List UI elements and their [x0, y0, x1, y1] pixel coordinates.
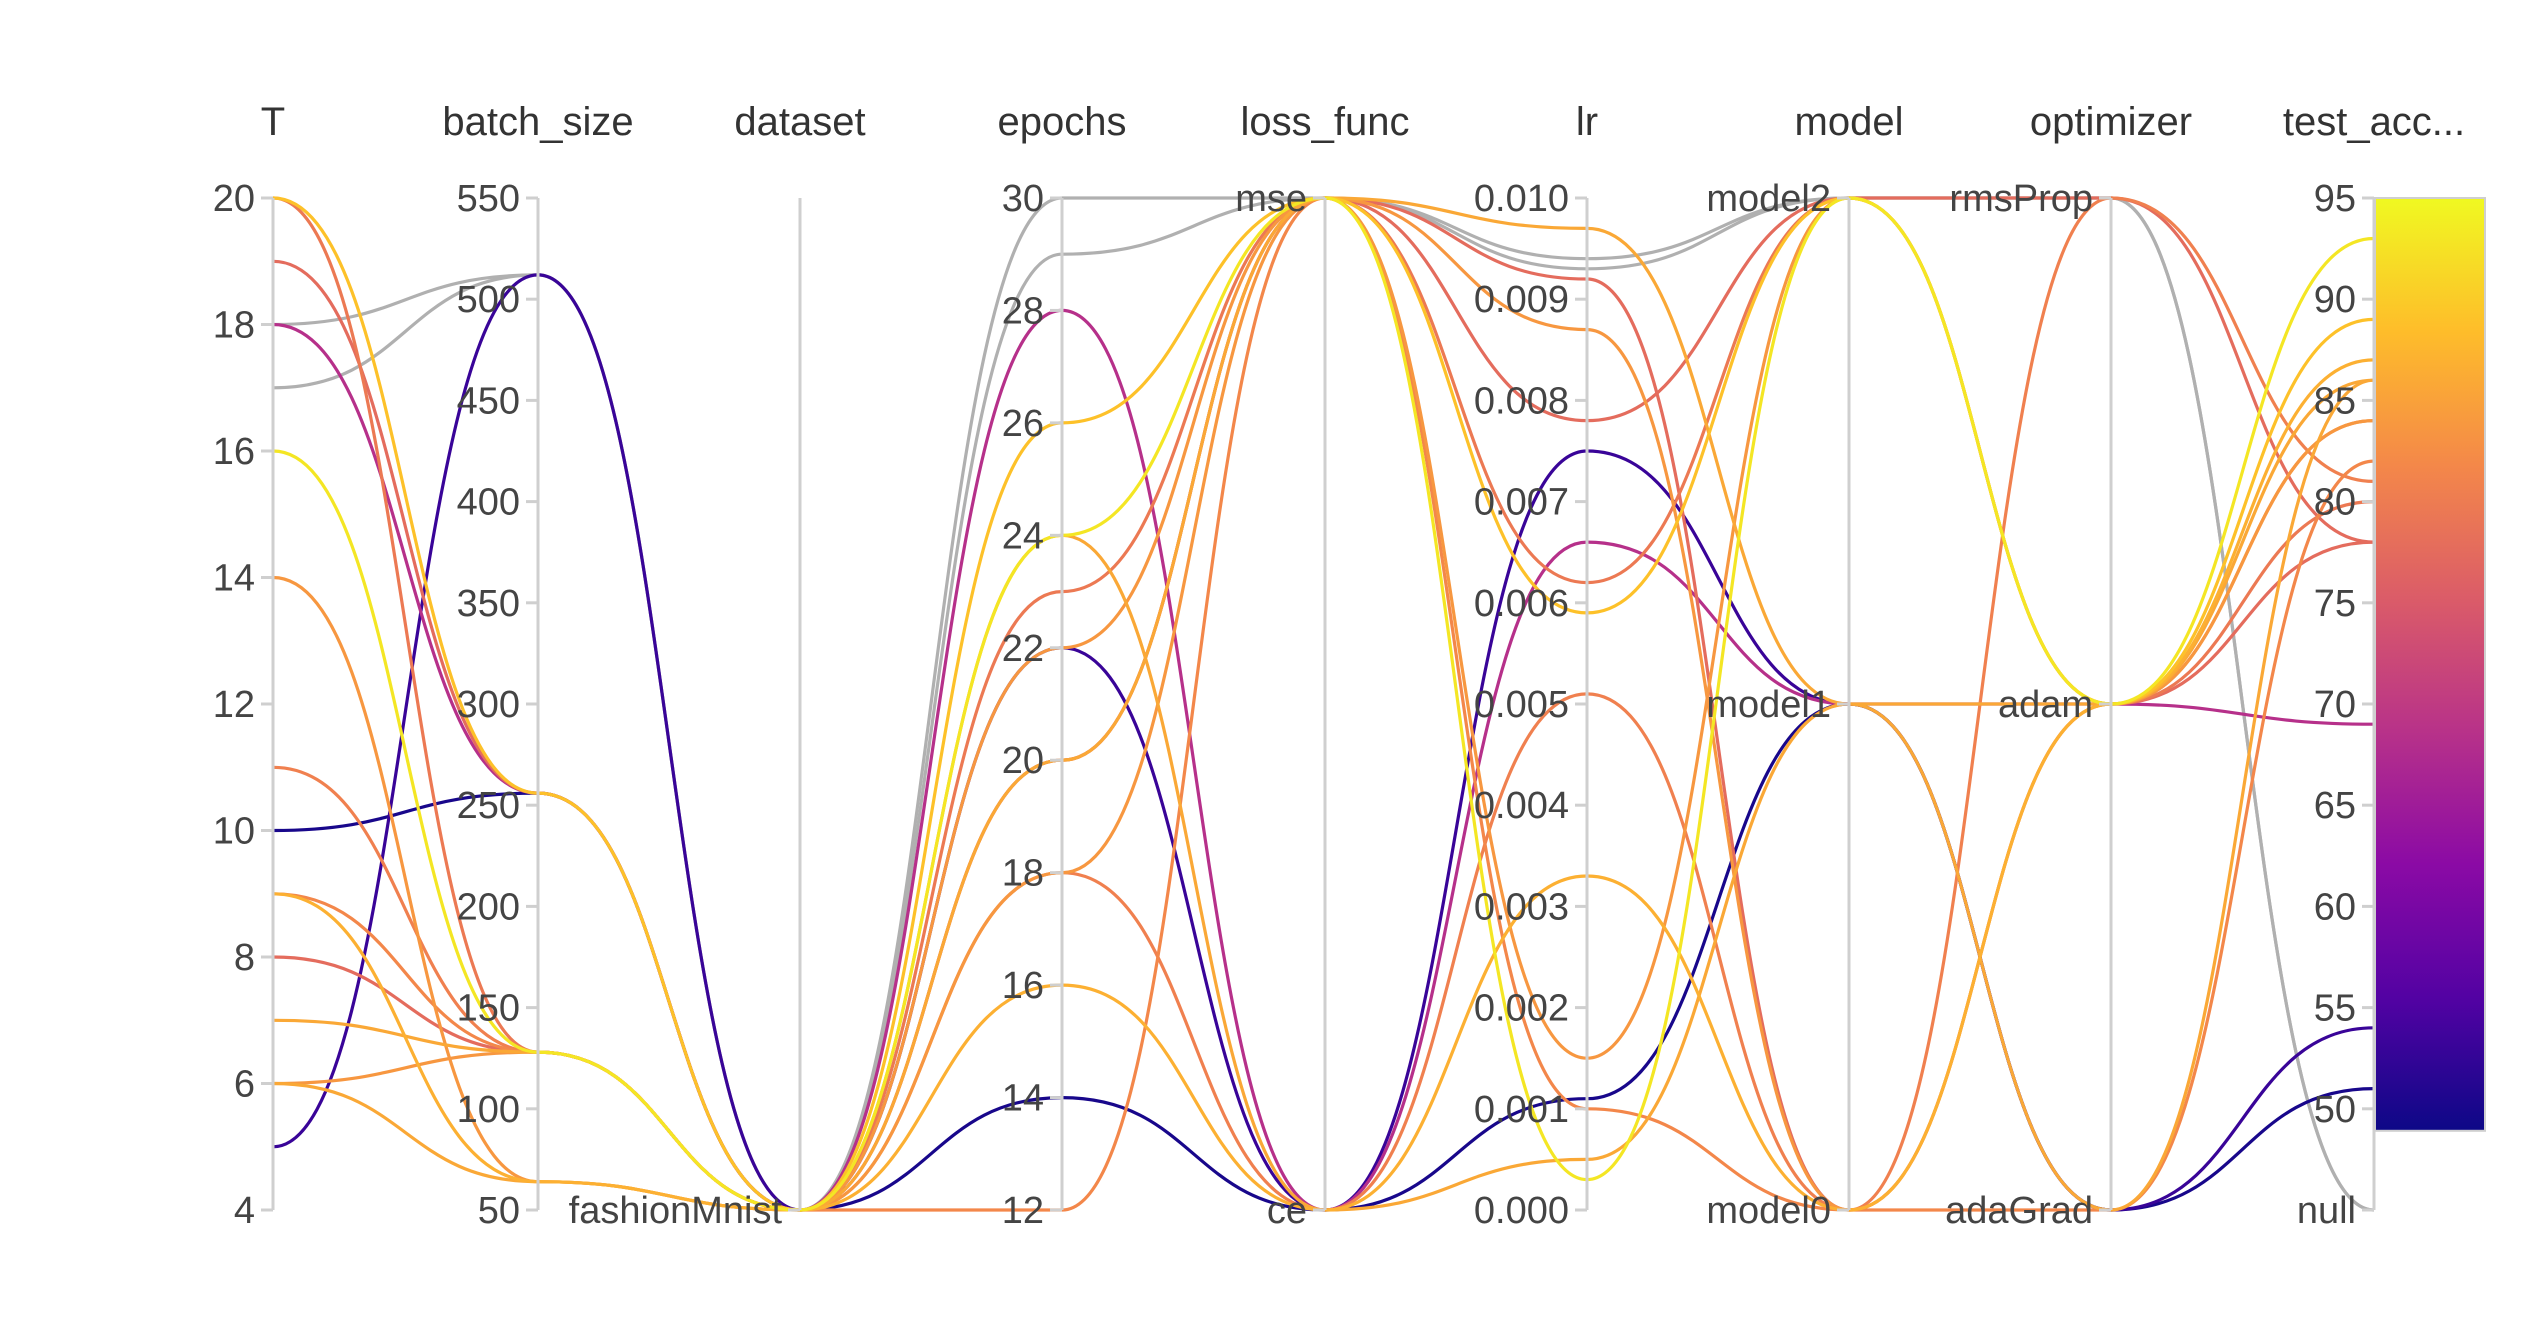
tick-label: 100: [457, 1089, 520, 1131]
tick-label: 30: [1002, 178, 1044, 220]
tick-label: 60: [2314, 886, 2356, 928]
tick-label: fashionMnist: [569, 1190, 783, 1232]
tick-label: 0.005: [1474, 684, 1569, 726]
tick-label: 75: [2314, 583, 2356, 625]
tick-label: 70: [2314, 684, 2356, 726]
tick-label: ce: [1267, 1190, 1307, 1232]
tick-label: 300: [457, 684, 520, 726]
tick-label: 90: [2314, 279, 2356, 321]
tick-label: 14: [1002, 1078, 1044, 1120]
tick-label: 20: [213, 178, 255, 220]
tick-label: 0.002: [1474, 988, 1569, 1030]
tick-label: 8: [234, 937, 255, 979]
tick-label: 28: [1002, 290, 1044, 332]
axis-batch-size[interactable]: batch_size 50 100 150 200 250 300 350 400 450 500 5…: [442, 100, 633, 1232]
axis-optimizer[interactable]: optimizer adaGrad adam rmsProp: [1945, 100, 2192, 1232]
tick-label: 50: [2314, 1089, 2356, 1131]
axis-model[interactable]: model model0 model1 model2: [1706, 100, 1903, 1232]
axis-title: lr: [1576, 100, 1598, 144]
tick-label: model2: [1706, 178, 1831, 220]
colorbar-border: [2374, 197, 2486, 1132]
tick-label: 250: [457, 785, 520, 827]
tick-label: null: [2297, 1190, 2356, 1232]
tick-label: 24: [1002, 515, 1044, 557]
tick-label: 150: [457, 988, 520, 1030]
tick-label: 550: [457, 178, 520, 220]
tick-label: model1: [1706, 684, 1831, 726]
colorbar-gradient: [2375, 198, 2485, 1131]
tick-label: 85: [2314, 380, 2356, 422]
tick-label: 0.000: [1474, 1190, 1569, 1232]
tick-label: 12: [213, 684, 255, 726]
colorbar: [2374, 197, 2486, 1132]
tick-label: 4: [234, 1190, 255, 1232]
tick-label: 500: [457, 279, 520, 321]
tick-label: rmsProp: [1949, 178, 2093, 220]
axis-lr[interactable]: lr 0.000 0.001 0.002 0.003 0.004 0.005 0.006 0.0…: [1474, 100, 1598, 1232]
axis-title: loss_func: [1241, 100, 1410, 144]
tick-label: 20: [1002, 740, 1044, 782]
tick-label: 16: [1002, 965, 1044, 1007]
axis-title: dataset: [734, 100, 865, 144]
tick-label: 0.001: [1474, 1089, 1569, 1131]
axis-title: batch_size: [442, 100, 633, 144]
tick-label: 16: [213, 431, 255, 473]
tick-label: mse: [1235, 178, 1307, 220]
tick-label: 26: [1002, 403, 1044, 445]
tick-label: 10: [213, 811, 255, 853]
tick-label: 0.006: [1474, 583, 1569, 625]
tick-label: 50: [478, 1190, 520, 1232]
tick-label: 0.008: [1474, 380, 1569, 422]
tick-label: 0.004: [1474, 785, 1569, 827]
tick-label: 65: [2314, 785, 2356, 827]
tick-label: 0.009: [1474, 279, 1569, 321]
tick-label: 350: [457, 583, 520, 625]
tick-label: 0.010: [1474, 178, 1569, 220]
tick-label: 80: [2314, 482, 2356, 524]
axis-title: T: [261, 100, 285, 144]
tick-label: 450: [457, 380, 520, 422]
axis-T[interactable]: T 4 6 8 10 12 14 16 18 20: [213, 100, 286, 1232]
run-line-12: [272, 358, 2375, 1212]
axes-layer: T 4 6 8 10 12 14 16 18 20 batch_size 50 100 150 200 250…: [213, 100, 2465, 1232]
axis-epochs[interactable]: epochs 12 14 16 18 20 22 24 26 28 30: [998, 100, 1127, 1232]
tick-label: 95: [2314, 178, 2356, 220]
axis-title: model: [1795, 100, 1904, 144]
tick-label: adam: [1998, 684, 2093, 726]
tick-label: model0: [1706, 1190, 1831, 1232]
axis-title: epochs: [998, 100, 1127, 144]
tick-label: 6: [234, 1064, 255, 1106]
tick-label: 14: [213, 558, 255, 600]
tick-label: 22: [1002, 628, 1044, 670]
tick-label: 12: [1002, 1190, 1044, 1232]
tick-label: 0.007: [1474, 482, 1569, 524]
tick-label: 200: [457, 886, 520, 928]
tick-label: 18: [1002, 853, 1044, 895]
tick-label: 55: [2314, 988, 2356, 1030]
axis-title: test_acc...: [2283, 100, 2465, 144]
tick-label: 18: [213, 305, 255, 347]
tick-label: adaGrad: [1945, 1190, 2093, 1232]
tick-label: 400: [457, 482, 520, 524]
axis-dataset[interactable]: dataset fashionMnist: [569, 100, 866, 1232]
run-line-9: [272, 196, 2375, 1212]
tick-label: 0.003: [1474, 886, 1569, 928]
axis-title: optimizer: [2030, 100, 2192, 144]
